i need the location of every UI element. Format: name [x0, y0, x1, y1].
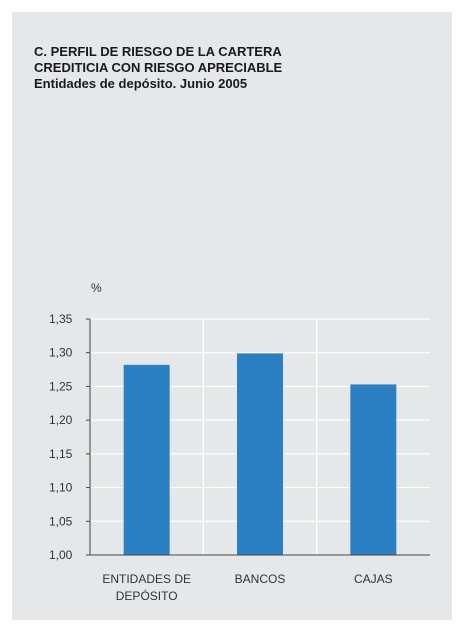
y-tick-label: 1,05: [49, 514, 73, 528]
y-axis-label: %: [91, 281, 102, 295]
y-tick-label: 1,30: [49, 346, 73, 360]
chart-panel: C. PERFIL DE RIESGO DE LA CARTERA CREDIT…: [12, 12, 452, 620]
y-tick-label: 1,20: [49, 413, 73, 427]
x-category-label: CAJAS: [354, 572, 393, 586]
x-category-label: BANCOS: [235, 572, 286, 586]
chart-subtitle: Entidades de depósito. Junio 2005: [34, 76, 248, 91]
y-tick-label: 1,00: [49, 548, 73, 562]
bar: [350, 384, 397, 555]
bar: [123, 364, 170, 555]
y-tick-label: 1,25: [49, 379, 73, 393]
axes: 1,00 1,05 1,10 1,15 1,20 1,25 1,30 1,35 ENTIDADE…: [49, 312, 430, 603]
chart-title-line-2: CREDITICIA CON RIESGO APRECIABLE: [34, 60, 283, 75]
bars: [123, 353, 397, 555]
x-category-label: ENTIDADES DE: [102, 572, 191, 586]
bar-chart: 1,00 1,05 1,10 1,15 1,20 1,25 1,30 1,35 ENTIDADE…: [49, 281, 430, 603]
bar: [237, 353, 283, 555]
x-category-label: DEPÓSITO: [116, 588, 178, 603]
y-tick-label: 1,35: [49, 312, 73, 326]
y-tick-label: 1,15: [49, 447, 73, 461]
y-tick-label: 1,10: [49, 481, 73, 495]
chart-title-line-1: C. PERFIL DE RIESGO DE LA CARTERA: [34, 44, 282, 59]
